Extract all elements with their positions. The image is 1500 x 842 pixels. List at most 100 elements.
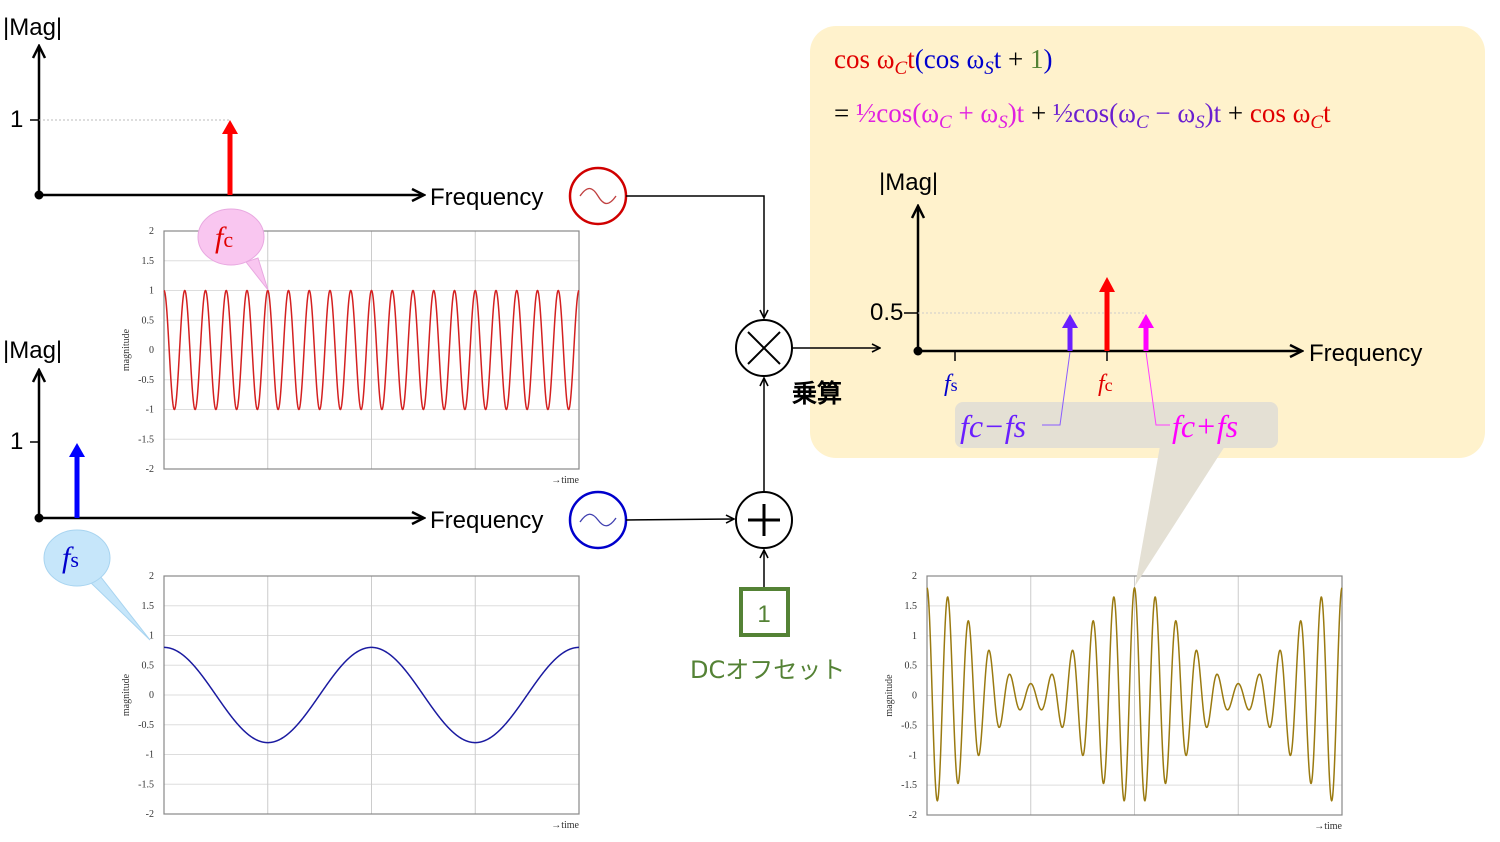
plot-frame — [163, 575, 580, 815]
plot-frame — [926, 575, 1343, 816]
waveform-line — [164, 646, 579, 744]
sine-wave-source-icon — [579, 187, 617, 205]
y-tick-label: -1 — [909, 750, 917, 761]
y-tick-label: -1 — [146, 405, 154, 416]
carrier-waveform-chart: 2 1.5 1 0.5 0 -0.5 -1 -1.5 -2 magnitude →time — [121, 226, 580, 486]
frequency-label: Frequency — [1309, 340, 1422, 367]
formula-term: t — [907, 44, 915, 74]
x-axis-label: →time — [551, 820, 579, 831]
waveform-line — [163, 289, 580, 411]
y-tick-label: 1 — [912, 631, 917, 642]
y-tick-label: 2 — [149, 226, 154, 237]
formula-term: t — [994, 44, 1002, 74]
formula-term: S — [984, 58, 994, 79]
y-tick-label: -0.5 — [138, 720, 154, 731]
y-tick-label: 0.5 — [142, 315, 155, 326]
y-tick-label: -1.5 — [138, 779, 154, 790]
y-tick-label: 0 — [149, 345, 154, 356]
signal-wire — [625, 519, 734, 520]
formula-term: C — [895, 58, 908, 79]
y-tick-label: -1.5 — [901, 780, 917, 791]
y-tick-label: 1 — [149, 286, 154, 297]
y-axis-label: magnitude — [884, 674, 895, 717]
signal-oscillator[interactable] — [568, 490, 628, 550]
y-tick-label: 0 — [149, 690, 154, 701]
y-axis-label: magnitude — [121, 673, 132, 716]
formula-term: )t — [1205, 98, 1222, 128]
fc-bubble: fc — [197, 208, 269, 291]
formula-term: = — [834, 98, 856, 128]
dc-offset-label: DCオフセット — [690, 656, 845, 684]
signal-waveform-chart: 2 1.5 1 0.5 0 -0.5 -1 -1.5 -2 magnitude →time — [121, 571, 580, 831]
carrier-spectrum: |Mag| 1 Frequency — [3, 14, 543, 211]
mag-label: |Mag| — [3, 14, 62, 41]
tick-0-5: 0.5 — [870, 299, 903, 326]
result-panel — [810, 26, 1485, 458]
formula-term: C — [1310, 112, 1323, 133]
fc-minus-fs-label: fc−fs — [960, 408, 1026, 444]
svg-text:1: 1 — [757, 601, 770, 628]
svg-text:fc: fc — [215, 221, 233, 254]
fc-plus-fs-label: fc+fs — [1172, 408, 1238, 444]
formula-term: ½cos(ω — [1053, 98, 1136, 128]
y-tick-label: -0.5 — [138, 375, 154, 386]
formula-line-1: cos ωCt(cos ωSt + 1) — [834, 44, 1052, 79]
formula-line-2: = ½cos(ωC + ωS)t + ½cos(ωC − ωS)t + cos … — [834, 98, 1331, 133]
formula-term: + — [1221, 98, 1250, 128]
carrier-oscillator[interactable] — [568, 166, 628, 226]
multiplier[interactable] — [735, 319, 793, 377]
formula-term: S — [1195, 112, 1205, 133]
formula-term: ½cos(ω — [856, 98, 939, 128]
formula-term: 1 — [1030, 44, 1044, 74]
formula-term: S — [998, 112, 1008, 133]
svg-text:fs: fs — [62, 541, 79, 574]
frequency-label: Frequency — [430, 507, 543, 534]
fs-tick-label: fs — [944, 371, 958, 397]
formula-term: cos ω — [1250, 98, 1311, 128]
y-tick-label: 0.5 — [905, 661, 918, 672]
y-tick-label: 1.5 — [905, 601, 918, 612]
output-spectrum: |Mag| 0.5 fs fc Frequency — [870, 169, 1422, 397]
sine-wave-source-icon — [579, 513, 617, 527]
formula-term: + — [1024, 98, 1053, 128]
y-tick-label: -0.5 — [901, 720, 917, 731]
mag-label: |Mag| — [3, 337, 62, 364]
y-tick-label: 1 — [149, 631, 154, 642]
x-axis-label: →time — [551, 475, 579, 486]
y-tick-label: 2 — [149, 571, 154, 582]
output-waveform-chart: 2 1.5 1 0.5 0 -0.5 -1 -1.5 -2 magnitude →time — [884, 571, 1343, 832]
y-tick-label: -2 — [146, 464, 154, 475]
y-tick-label: 2 — [912, 571, 917, 582]
fs-bubble: fs — [43, 529, 151, 641]
y-tick-label: -2 — [146, 809, 154, 820]
formula-term: + ω — [952, 98, 999, 128]
dc-offset-block[interactable]: 1 — [739, 587, 790, 637]
formula-term: C — [939, 112, 952, 133]
tick-1: 1 — [10, 106, 23, 133]
y-axis-label: magnitude — [121, 328, 132, 371]
y-tick-label: 1.5 — [142, 601, 155, 612]
y-tick-label: -2 — [909, 810, 917, 821]
x-axis-label: →time — [1314, 821, 1342, 832]
plot-frame — [163, 230, 580, 470]
y-tick-label: 0 — [912, 691, 917, 702]
formula-term: − ω — [1149, 98, 1196, 128]
y-tick-label: 0.5 — [142, 660, 155, 671]
plus-circle-icon — [748, 504, 780, 536]
mag-label: |Mag| — [879, 169, 938, 196]
y-tick-label: 1.5 — [142, 256, 155, 267]
adder[interactable] — [735, 491, 793, 549]
formula-term: (cos ω — [915, 44, 985, 74]
formula-term: cos ω — [834, 44, 895, 74]
formula-term: + — [1001, 44, 1030, 74]
formula-term: C — [1136, 112, 1149, 133]
carrier-wire — [626, 195, 764, 318]
waveform-line — [926, 586, 1343, 802]
formula-term: )t — [1008, 98, 1025, 128]
signal-spectrum: |Mag| 1 Frequency — [3, 337, 543, 534]
sideband-callout: fc−fs fc+fs — [955, 351, 1278, 586]
multiply-label: 乗算 — [792, 379, 842, 408]
y-tick-label: -1 — [146, 750, 154, 761]
formula-term: ) — [1043, 44, 1052, 74]
